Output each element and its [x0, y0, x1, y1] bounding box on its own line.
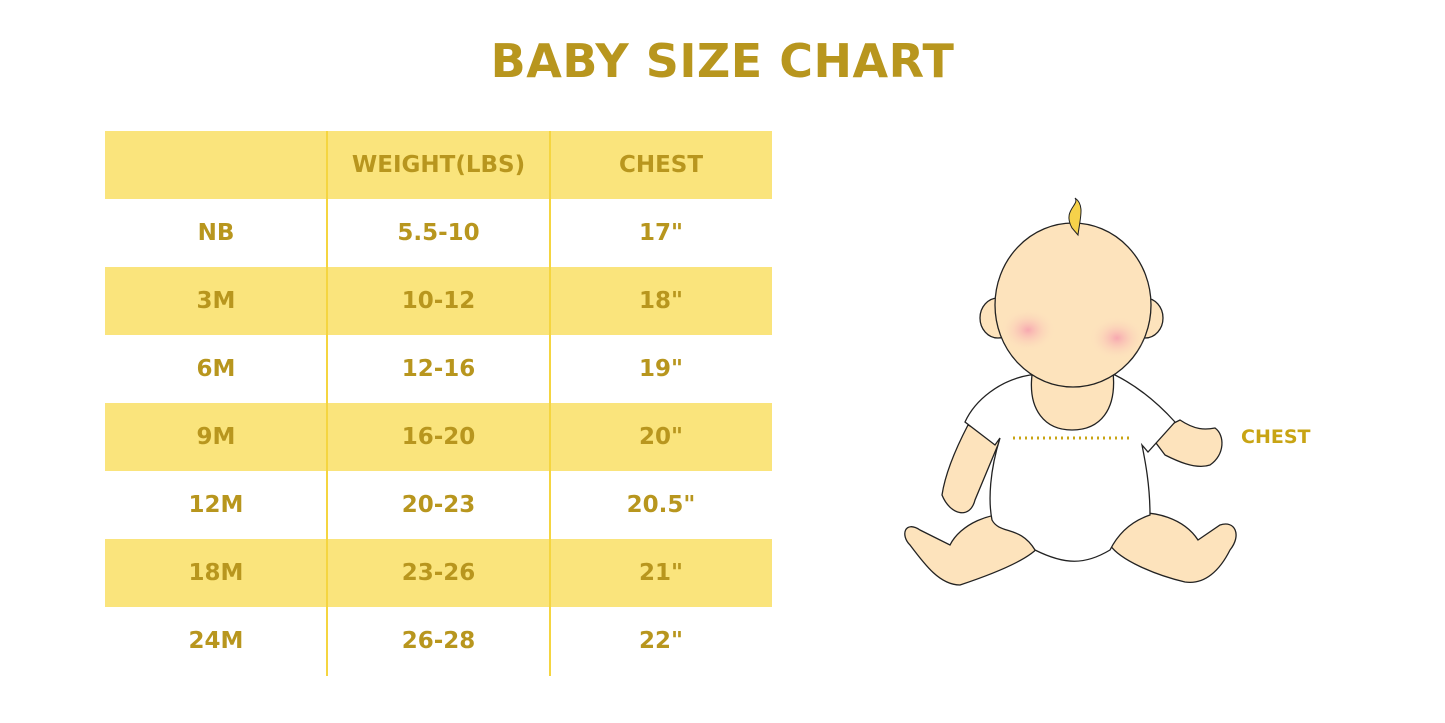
table-header-row: WEIGHT(LBS) CHEST — [105, 131, 772, 199]
table-row: NB 5.5-10 17" — [105, 199, 772, 267]
right-leg — [1109, 512, 1237, 583]
header-cell — [105, 131, 327, 199]
chest-cell: 20.5" — [626, 492, 696, 518]
weight-cell: 26-28 — [401, 628, 476, 654]
page-title: BABY SIZE CHART — [490, 34, 955, 88]
size-cell: 9M — [196, 424, 236, 450]
column-divider — [549, 131, 551, 676]
weight-cell: 12-16 — [401, 356, 476, 382]
chest-cell: 19" — [639, 356, 683, 382]
baby-illustration — [904, 197, 1237, 586]
table-row: 12M 20-23 20.5" — [105, 471, 772, 539]
right-arm — [1149, 419, 1223, 467]
chest-cell: 18" — [639, 288, 683, 314]
chest-label: CHEST — [1241, 426, 1311, 448]
table-row: 6M 12-16 19" — [105, 335, 772, 403]
size-table: WEIGHT(LBS) CHEST NB 5.5-10 17" 3M 10-12… — [105, 131, 772, 675]
size-cell: 12M — [188, 492, 244, 518]
left-arm — [941, 424, 1001, 514]
table-row: 24M 26-28 22" — [105, 607, 772, 675]
neck — [1030, 371, 1115, 431]
size-cell: NB — [197, 220, 235, 246]
weight-cell: 20-23 — [401, 492, 476, 518]
chest-cell: 21" — [639, 560, 683, 586]
weight-cell: 16-20 — [401, 424, 476, 450]
size-cell: 18M — [188, 560, 244, 586]
chest-cell: 17" — [639, 220, 683, 246]
weight-cell: 23-26 — [401, 560, 476, 586]
header-cell-chest: CHEST — [618, 152, 704, 178]
chest-cell: 22" — [639, 628, 683, 654]
left-leg — [904, 513, 1041, 586]
size-cell: 3M — [196, 288, 236, 314]
size-cell: 6M — [196, 356, 236, 382]
chest-cell: 20" — [639, 424, 683, 450]
onesie — [964, 374, 1176, 562]
table-row: 3M 10-12 18" — [105, 267, 772, 335]
weight-cell: 5.5-10 — [397, 220, 480, 246]
weight-cell: 10-12 — [401, 288, 476, 314]
size-cell: 24M — [188, 628, 244, 654]
hair-tuft — [1068, 197, 1082, 237]
head — [994, 222, 1152, 388]
table-row: 18M 23-26 21" — [105, 539, 772, 607]
table-row: 9M 16-20 20" — [105, 403, 772, 471]
header-cell-weight: WEIGHT(LBS) — [351, 152, 526, 178]
column-divider — [326, 131, 328, 676]
